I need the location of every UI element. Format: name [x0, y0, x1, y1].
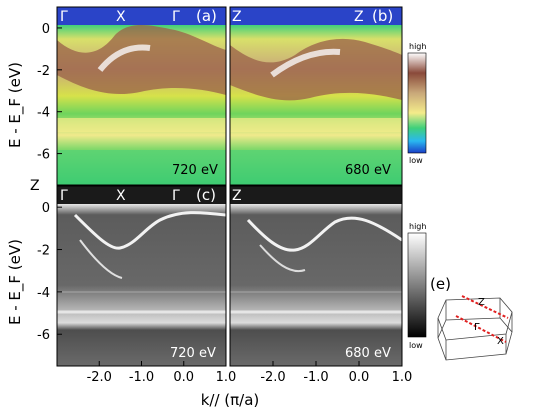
- y-axis-top: 0 -2 -4 -6: [37, 22, 62, 163]
- y-tick-label: -4: [37, 286, 50, 301]
- inset-label: (e): [430, 275, 451, 293]
- bz-gamma: Γ: [474, 322, 480, 333]
- x-tick-label: -2.0: [260, 370, 285, 385]
- sym-d-0: Z: [232, 188, 242, 204]
- panel-d: [230, 186, 402, 366]
- y-tick-label: -2: [37, 244, 50, 259]
- y-axis-bottom: 0 -2 -4 -6: [37, 201, 62, 343]
- x-tick-label: 1.0: [216, 370, 237, 385]
- bz-x: X: [497, 336, 504, 347]
- inset-brillouin-zone: (e) Z Γ X: [430, 275, 513, 361]
- sym-a-0: Γ: [60, 9, 68, 25]
- x-axis-c: -2.0 -1.0 0.0 1.0: [87, 361, 237, 385]
- sym-b-0: Z: [232, 9, 242, 25]
- panel-d-labels: Z 680 eV: [232, 188, 391, 361]
- colorbar-top: high low: [407, 42, 426, 165]
- colorbar-bottom: high low: [407, 222, 426, 350]
- bz-z: Z: [478, 297, 485, 308]
- x-tick-label: 0.0: [349, 370, 370, 385]
- x-axis-d: -2.0 -1.0 0.0 1.0: [260, 361, 412, 385]
- x-tick-label: -1.0: [303, 370, 328, 385]
- cb-top-high: high: [409, 42, 426, 51]
- sym-c-0: Γ: [60, 188, 68, 204]
- cb-top-low: low: [409, 156, 423, 165]
- side-z-label: Z: [30, 178, 40, 194]
- panel-c-labels: Γ X Γ (c) 720 eV: [60, 186, 216, 361]
- x-tick-label: 1.0: [392, 370, 413, 385]
- energy-b: 680 eV: [345, 163, 391, 178]
- panel-c-label: (c): [196, 186, 216, 204]
- y-tick-label: 0: [42, 22, 50, 37]
- ylabel-bottom: E - E_F (eV): [6, 239, 25, 325]
- x-tick-label: -1.0: [129, 370, 154, 385]
- y-tick-label: -2: [37, 64, 50, 79]
- sym-a-1: X: [116, 9, 126, 25]
- panel-b-labels: Z Z (b) 680 eV: [232, 7, 393, 178]
- y-tick-label: -6: [37, 148, 50, 163]
- panel-a-label: (a): [196, 7, 217, 25]
- energy-d: 680 eV: [345, 346, 391, 361]
- sym-b-1: Z: [354, 9, 364, 25]
- bz-path-top: [461, 295, 509, 319]
- panel-b-label: (b): [372, 7, 393, 25]
- y-tick-label: -4: [37, 106, 50, 121]
- y-tick-label: 0: [42, 201, 50, 216]
- panel-a: [57, 7, 226, 185]
- cb-bottom-low: low: [409, 341, 423, 350]
- cb-bottom-high: high: [409, 222, 426, 231]
- energy-c: 720 eV: [170, 346, 216, 361]
- bz-outline: [437, 297, 513, 361]
- panel-a-labels: Γ X Γ (a) 720 eV: [60, 7, 218, 178]
- y-tick-label: -6: [37, 328, 50, 343]
- panel-a-frame: [56, 6, 227, 186]
- sym-a-2: Γ: [172, 9, 180, 25]
- bz-path-bottom: [455, 315, 507, 343]
- energy-a: 720 eV: [172, 163, 218, 178]
- panel-b: [230, 7, 402, 185]
- sym-c-1: X: [116, 188, 126, 204]
- panel-c: [57, 186, 226, 366]
- x-tick-label: 0.0: [173, 370, 194, 385]
- ylabel-top: E - E_F (eV): [6, 62, 25, 148]
- x-tick-label: -2.0: [87, 370, 112, 385]
- xlabel: k// (π/a): [201, 391, 260, 409]
- sym-c-2: Γ: [172, 188, 180, 204]
- panel-b-frame: [229, 6, 403, 186]
